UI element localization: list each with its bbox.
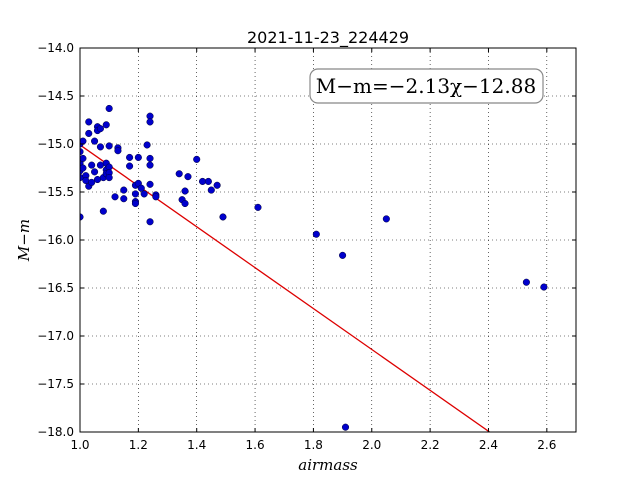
data-point <box>181 187 189 195</box>
x-tick-label: 1.2 <box>129 438 148 452</box>
fit-equation: M−m=−2.13χ−12.88 <box>316 74 536 98</box>
y-tick-label: −18.0 <box>37 425 74 439</box>
data-point <box>111 193 119 201</box>
x-tick-label: 1.8 <box>304 438 323 452</box>
data-point <box>102 121 110 129</box>
data-point <box>120 195 128 203</box>
data-point <box>91 168 99 176</box>
y-axis-label: M−m <box>15 219 33 262</box>
data-point <box>105 142 113 150</box>
data-point <box>105 104 113 113</box>
x-tick-label: 2.0 <box>362 438 381 452</box>
data-point <box>219 213 227 221</box>
data-point <box>137 184 145 192</box>
data-point <box>131 199 139 208</box>
fit-line-group <box>80 144 491 432</box>
x-tick-label: 1.4 <box>187 438 206 452</box>
data-point <box>522 278 530 286</box>
data-point <box>540 283 548 291</box>
x-tick-label: 2.2 <box>421 438 440 452</box>
y-tick-label: −17.5 <box>37 377 74 391</box>
data-point <box>85 118 93 126</box>
x-tick-label: 2.4 <box>479 438 498 452</box>
x-tick-label: 2.6 <box>537 438 556 452</box>
data-point <box>382 215 390 223</box>
data-point <box>126 162 134 170</box>
data-point <box>96 125 104 133</box>
data-point <box>146 161 154 169</box>
data-point <box>85 129 93 137</box>
data-point <box>204 177 212 185</box>
annotation-frame <box>309 68 544 104</box>
data-point <box>134 153 142 161</box>
chart-title: 2021-11-23_224429 <box>247 28 409 48</box>
y-tick-label: −15.5 <box>37 185 74 199</box>
data-point <box>312 230 320 238</box>
data-point <box>146 118 154 126</box>
y-tick-label: −14.0 <box>37 41 74 55</box>
data-point <box>339 251 347 259</box>
data-point <box>96 143 104 151</box>
annotation-box: M−m=−2.13χ−12.88 <box>309 68 544 104</box>
data-point <box>193 155 201 163</box>
axis-ticks: 1.0 1.2 1.4 1.6 1.8 2.0 2.2 2.4 2.6 −14.0 −14.5 −15… <box>37 41 576 452</box>
y-tick-label: −17.0 <box>37 329 74 343</box>
data-point <box>254 203 262 211</box>
x-tick-label: 1.6 <box>246 438 265 452</box>
data-point <box>80 154 87 162</box>
data-point <box>80 213 84 221</box>
data-point <box>146 180 154 188</box>
data-point <box>99 207 107 215</box>
data-point <box>146 218 154 226</box>
data-point <box>126 153 134 161</box>
data-points <box>80 104 548 431</box>
y-tick-label: −16.5 <box>37 281 74 295</box>
data-point <box>80 137 87 145</box>
data-point <box>341 423 350 431</box>
data-point <box>91 137 99 145</box>
data-point <box>184 173 192 181</box>
data-point <box>175 170 183 178</box>
data-point <box>114 147 122 155</box>
data-point <box>80 164 87 172</box>
data-point <box>143 141 151 149</box>
data-point <box>181 199 189 208</box>
data-point <box>80 148 84 156</box>
x-axis-label: airmass <box>298 456 358 474</box>
x-tick-label: 1.0 <box>70 438 89 452</box>
data-point <box>152 193 160 201</box>
data-point <box>213 181 221 189</box>
data-point <box>120 186 128 194</box>
data-point <box>146 154 154 162</box>
data-point <box>88 161 96 169</box>
data-point <box>131 190 139 198</box>
data-point <box>88 178 96 186</box>
y-tick-label: −16.0 <box>37 233 74 247</box>
y-tick-label: −14.5 <box>37 89 74 103</box>
data-point <box>140 190 148 198</box>
y-tick-label: −15.0 <box>37 137 74 151</box>
data-point <box>207 186 215 194</box>
fit-line <box>80 144 491 432</box>
data-point <box>105 174 113 182</box>
